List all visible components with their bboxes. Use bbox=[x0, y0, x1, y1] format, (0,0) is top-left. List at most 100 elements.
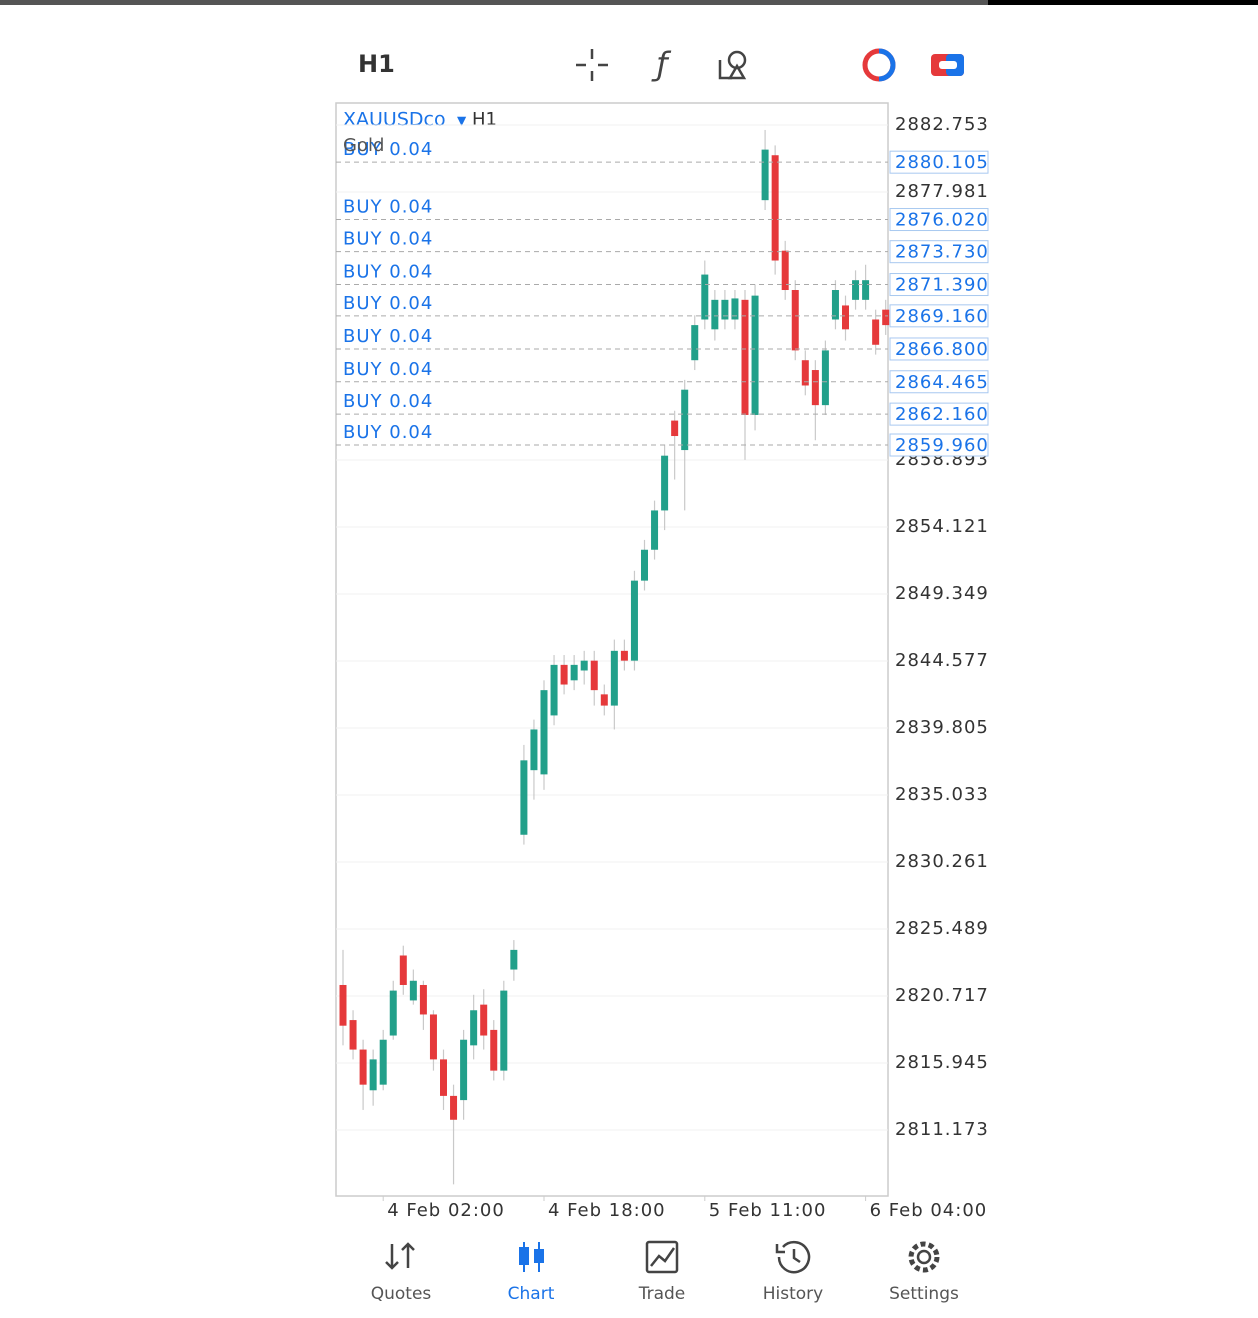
nav-tab[interactable]: Settings bbox=[889, 1241, 959, 1304]
candle-body bbox=[761, 149, 769, 201]
candle-body bbox=[500, 990, 508, 1071]
candle-body bbox=[490, 1029, 498, 1071]
order-label[interactable]: BUY 0.04 bbox=[343, 197, 433, 218]
candle-body bbox=[429, 1014, 437, 1060]
order-price: 2876.020 bbox=[895, 210, 989, 231]
candle-body bbox=[460, 1039, 468, 1101]
nav-label: History bbox=[763, 1284, 823, 1304]
crosshair-icon[interactable] bbox=[576, 49, 608, 81]
candle-body bbox=[369, 1059, 377, 1091]
nav-icon bbox=[385, 1242, 415, 1270]
candle-body bbox=[349, 1020, 357, 1050]
candle-body bbox=[831, 290, 839, 320]
candle-body bbox=[630, 580, 638, 661]
nav-icon bbox=[908, 1241, 940, 1273]
y-tick-label: 2825.489 bbox=[895, 918, 989, 939]
candle-body bbox=[681, 389, 689, 451]
status-strip-dark bbox=[988, 0, 1258, 5]
trade-icon[interactable] bbox=[931, 54, 964, 76]
indicator-icon[interactable]: ƒ bbox=[650, 45, 671, 83]
candle-body bbox=[570, 664, 578, 681]
chart-timeframe: H1 bbox=[472, 109, 497, 130]
nav-tab[interactable]: Chart bbox=[508, 1242, 555, 1304]
y-tick-label: 2830.261 bbox=[895, 851, 989, 872]
candle-body bbox=[862, 280, 870, 300]
price-box bbox=[889, 273, 989, 297]
order-label[interactable]: BUY 0.04 bbox=[343, 359, 433, 380]
nav-icon bbox=[645, 1240, 679, 1274]
order-label[interactable]: BUY 0.04 bbox=[343, 391, 433, 412]
candle-body bbox=[399, 955, 407, 985]
candle-body bbox=[741, 299, 749, 415]
order-label[interactable]: BUY 0.04 bbox=[343, 139, 433, 160]
y-tick-label: 2844.577 bbox=[895, 650, 989, 671]
order-label[interactable]: BUY 0.04 bbox=[343, 262, 433, 283]
y-tick-label: 2849.349 bbox=[895, 583, 989, 604]
price-box bbox=[889, 240, 989, 264]
nav-tab[interactable]: History bbox=[763, 1240, 823, 1304]
candle-body bbox=[510, 949, 518, 970]
candle-body bbox=[671, 420, 679, 437]
symbol-dropdown[interactable]: ▼ bbox=[457, 114, 467, 128]
candle-body bbox=[751, 295, 759, 415]
nav-label: Trade bbox=[638, 1284, 686, 1304]
x-tick-label: 4 Feb 18:00 bbox=[548, 1200, 666, 1221]
status-strip bbox=[0, 0, 1258, 5]
price-box bbox=[889, 433, 989, 457]
candle-body bbox=[661, 455, 669, 511]
nav-tab[interactable]: Quotes bbox=[371, 1242, 432, 1304]
candle-body bbox=[600, 694, 608, 706]
price-box bbox=[889, 304, 989, 328]
candle-body bbox=[359, 1049, 367, 1085]
candle-body bbox=[590, 660, 598, 691]
order-price: 2862.160 bbox=[895, 404, 989, 425]
y-tick-label: 2811.173 bbox=[895, 1119, 989, 1140]
candle-body bbox=[701, 274, 709, 320]
candle-body bbox=[620, 650, 628, 661]
price-box bbox=[889, 370, 989, 394]
candle-body bbox=[821, 350, 829, 406]
candle-body bbox=[520, 760, 528, 835]
symbol[interactable]: XAUUSDco bbox=[343, 109, 446, 131]
order-price: 2880.105 bbox=[895, 152, 989, 173]
candle-body bbox=[610, 650, 618, 706]
y-tick-label: 2815.945 bbox=[895, 1052, 989, 1073]
order-label[interactable]: BUY 0.04 bbox=[343, 422, 433, 443]
candle-body bbox=[781, 250, 789, 291]
candle-body bbox=[389, 990, 397, 1036]
nav-tab[interactable]: Trade bbox=[638, 1240, 686, 1304]
price-box bbox=[889, 402, 989, 426]
candle-body bbox=[791, 290, 799, 351]
order-price: 2871.390 bbox=[895, 275, 989, 296]
y-tick-label: 2882.753 bbox=[895, 114, 989, 135]
order-price: 2873.730 bbox=[895, 242, 989, 263]
y-tick-label: 2820.717 bbox=[895, 985, 989, 1006]
candle-body bbox=[872, 319, 880, 345]
candle-body bbox=[811, 370, 819, 406]
order-label[interactable]: BUY 0.04 bbox=[343, 293, 433, 314]
timeframe-button[interactable]: H1 bbox=[358, 50, 395, 78]
candle-body bbox=[691, 325, 699, 361]
order-label[interactable]: BUY 0.04 bbox=[343, 326, 433, 347]
candle-body bbox=[721, 299, 729, 320]
candle-body bbox=[470, 1010, 478, 1046]
candle-body bbox=[540, 690, 548, 775]
candle-body bbox=[419, 984, 427, 1015]
candle-body bbox=[842, 305, 849, 330]
order-label[interactable]: BUY 0.04 bbox=[343, 229, 433, 250]
one-click-icon[interactable] bbox=[862, 48, 896, 82]
nav-icon bbox=[519, 1242, 544, 1272]
symbol-description: Gold bbox=[343, 135, 384, 156]
order-price: 2866.800 bbox=[895, 339, 989, 360]
price-box bbox=[889, 208, 989, 232]
order-price: 2859.960 bbox=[895, 435, 989, 456]
y-tick-label: 2877.981 bbox=[895, 181, 989, 202]
y-tick-label: 2835.033 bbox=[895, 784, 989, 805]
candle-body bbox=[409, 980, 417, 1001]
candle-body bbox=[480, 1004, 488, 1036]
objects-icon[interactable] bbox=[718, 50, 747, 80]
candle-body bbox=[450, 1095, 458, 1120]
y-tick-label: 2839.805 bbox=[895, 717, 989, 738]
candle-body bbox=[440, 1059, 447, 1096]
